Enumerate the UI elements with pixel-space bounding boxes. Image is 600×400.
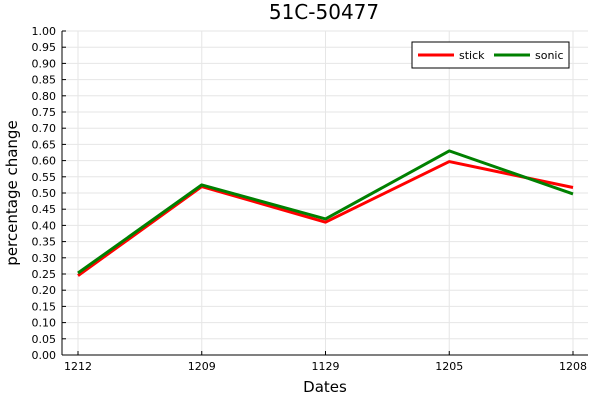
y-tick-label: 0.35 — [32, 236, 57, 249]
y-tick-label: 0.30 — [32, 252, 57, 265]
y-tick-label: 0.50 — [32, 187, 57, 200]
y-tick-label: 0.75 — [32, 106, 57, 119]
legend: stick sonic — [411, 41, 570, 69]
x-tick-label: 1209 — [188, 360, 216, 373]
y-tick-label: 0.40 — [32, 219, 57, 232]
series-lines — [77, 149, 574, 277]
y-tick-label: 0.65 — [32, 138, 57, 151]
legend-label-stick: stick — [459, 49, 485, 62]
y-tick-label: 0.00 — [32, 349, 57, 362]
y-tick-label: 0.20 — [32, 284, 57, 297]
x-tick-label: 1212 — [64, 360, 92, 373]
chart-title: 51C-50477 — [269, 0, 379, 24]
y-tick-label: 0.45 — [32, 203, 57, 216]
x-axis-ticks: 1212 1209 1129 1205 1208 — [64, 351, 587, 373]
x-tick-label: 1205 — [435, 360, 463, 373]
y-tick-label: 0.05 — [32, 333, 57, 346]
y-tick-label: 0.60 — [32, 155, 57, 168]
y-axis-label: percentage change — [3, 120, 21, 265]
x-tick-label: 1208 — [559, 360, 587, 373]
y-tick-label: 0.15 — [32, 300, 57, 313]
y-tick-label: 1.00 — [32, 25, 57, 38]
y-tick-label: 0.95 — [32, 41, 57, 54]
y-tick-label: 0.80 — [32, 90, 57, 103]
y-tick-label: 0.25 — [32, 268, 57, 281]
y-tick-label: 0.90 — [32, 57, 57, 70]
y-axis-ticks: 0.00 0.05 0.10 0.15 0.20 0.25 0.30 0.35 0.40 0.45… — [32, 25, 66, 362]
grid — [62, 30, 588, 356]
x-tick-label: 1129 — [312, 360, 340, 373]
y-tick-label: 0.85 — [32, 74, 57, 87]
y-tick-label: 0.70 — [32, 122, 57, 135]
legend-label-sonic: sonic — [535, 49, 564, 62]
x-axis-label: Dates — [303, 378, 347, 396]
y-tick-label: 0.10 — [32, 317, 57, 330]
y-tick-label: 0.55 — [32, 171, 57, 184]
